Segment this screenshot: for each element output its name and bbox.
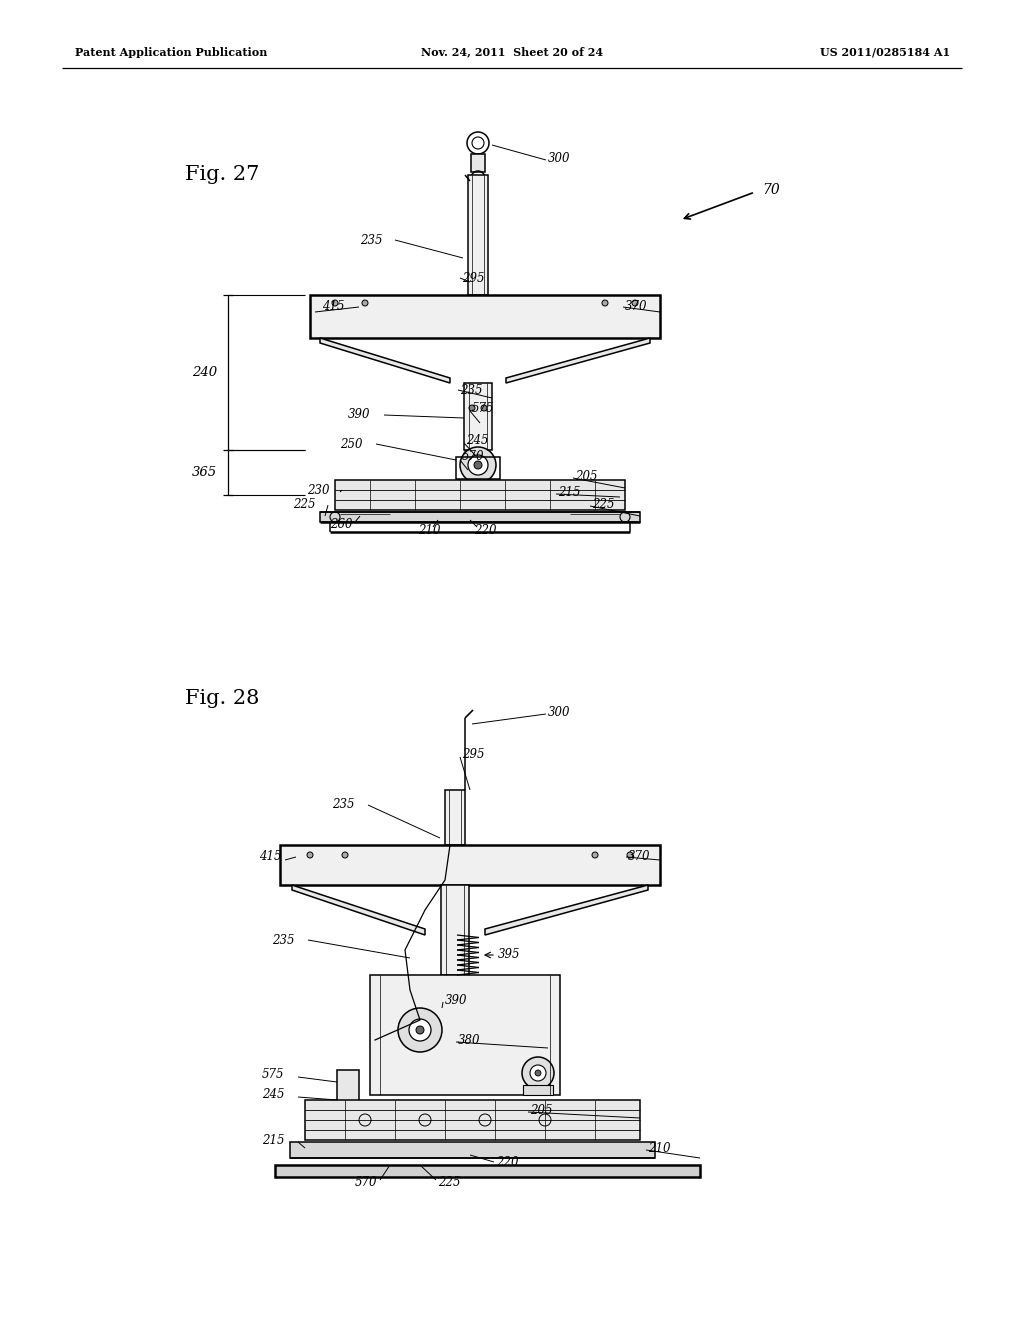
Text: 575: 575 [472, 401, 495, 414]
Text: 415: 415 [259, 850, 282, 863]
Bar [468, 176, 488, 294]
Text: 235: 235 [332, 799, 354, 812]
Text: Fig. 27: Fig. 27 [185, 165, 259, 185]
Text: 235: 235 [460, 384, 482, 396]
Bar [305, 1100, 640, 1140]
Bar [445, 789, 465, 845]
Text: 250: 250 [340, 437, 362, 450]
Text: 220: 220 [496, 1155, 518, 1168]
Text: 395: 395 [498, 949, 520, 961]
Text: 570: 570 [355, 1176, 378, 1188]
Text: 225: 225 [592, 498, 614, 511]
Bar [456, 457, 500, 479]
Circle shape [342, 851, 348, 858]
Circle shape [602, 300, 608, 306]
Text: 570: 570 [462, 450, 484, 463]
Bar [290, 1142, 655, 1158]
Circle shape [535, 1071, 541, 1076]
Text: 370: 370 [625, 301, 647, 314]
Bar [335, 480, 625, 510]
Circle shape [398, 1008, 442, 1052]
Text: 215: 215 [262, 1134, 285, 1147]
Circle shape [481, 405, 487, 411]
Circle shape [474, 461, 482, 469]
Circle shape [530, 1065, 546, 1081]
Polygon shape [292, 884, 425, 935]
Circle shape [362, 300, 368, 306]
Polygon shape [485, 884, 648, 935]
Circle shape [592, 851, 598, 858]
Text: 300: 300 [548, 152, 570, 165]
Text: 295: 295 [462, 748, 484, 762]
Text: 215: 215 [558, 486, 581, 499]
Text: 365: 365 [193, 466, 217, 479]
Circle shape [469, 405, 475, 411]
Text: Fig. 28: Fig. 28 [185, 689, 259, 708]
Text: 205: 205 [530, 1104, 553, 1117]
Text: 370: 370 [628, 850, 650, 863]
Text: 220: 220 [474, 524, 497, 536]
Text: Nov. 24, 2011  Sheet 20 of 24: Nov. 24, 2011 Sheet 20 of 24 [421, 46, 603, 58]
Text: 390: 390 [445, 994, 468, 1006]
Bar [275, 1166, 700, 1177]
Text: 575: 575 [262, 1068, 285, 1081]
Text: 415: 415 [322, 301, 344, 314]
Circle shape [460, 447, 496, 483]
Text: 205: 205 [575, 470, 597, 483]
Circle shape [409, 1019, 431, 1041]
Circle shape [468, 455, 488, 475]
Bar [523, 1085, 553, 1096]
Text: 260: 260 [330, 519, 352, 532]
Circle shape [627, 851, 633, 858]
Text: 225: 225 [293, 499, 315, 511]
Text: 380: 380 [458, 1034, 480, 1047]
Polygon shape [319, 338, 450, 383]
Bar [370, 975, 560, 1096]
Text: 230: 230 [307, 483, 330, 496]
Bar [464, 383, 492, 450]
Text: 210: 210 [418, 524, 440, 536]
Text: US 2011/0285184 A1: US 2011/0285184 A1 [820, 46, 950, 58]
Text: 245: 245 [466, 433, 488, 446]
Bar [337, 1071, 359, 1125]
Bar [319, 512, 640, 521]
Bar [471, 154, 485, 172]
Text: 390: 390 [348, 408, 371, 421]
Bar [280, 845, 660, 884]
Circle shape [416, 1026, 424, 1034]
Text: 245: 245 [262, 1089, 285, 1101]
Circle shape [632, 300, 638, 306]
Text: 210: 210 [648, 1142, 671, 1155]
Polygon shape [506, 338, 650, 383]
Circle shape [307, 851, 313, 858]
Text: 300: 300 [548, 705, 570, 718]
Text: 235: 235 [272, 933, 295, 946]
Text: 235: 235 [360, 234, 383, 247]
Text: 225: 225 [438, 1176, 461, 1188]
Circle shape [332, 300, 338, 306]
Text: 70: 70 [762, 183, 779, 197]
Circle shape [522, 1057, 554, 1089]
Bar [441, 884, 469, 975]
Bar [310, 294, 660, 338]
Text: Patent Application Publication: Patent Application Publication [75, 46, 267, 58]
Text: 295: 295 [462, 272, 484, 285]
Text: 240: 240 [193, 366, 217, 379]
